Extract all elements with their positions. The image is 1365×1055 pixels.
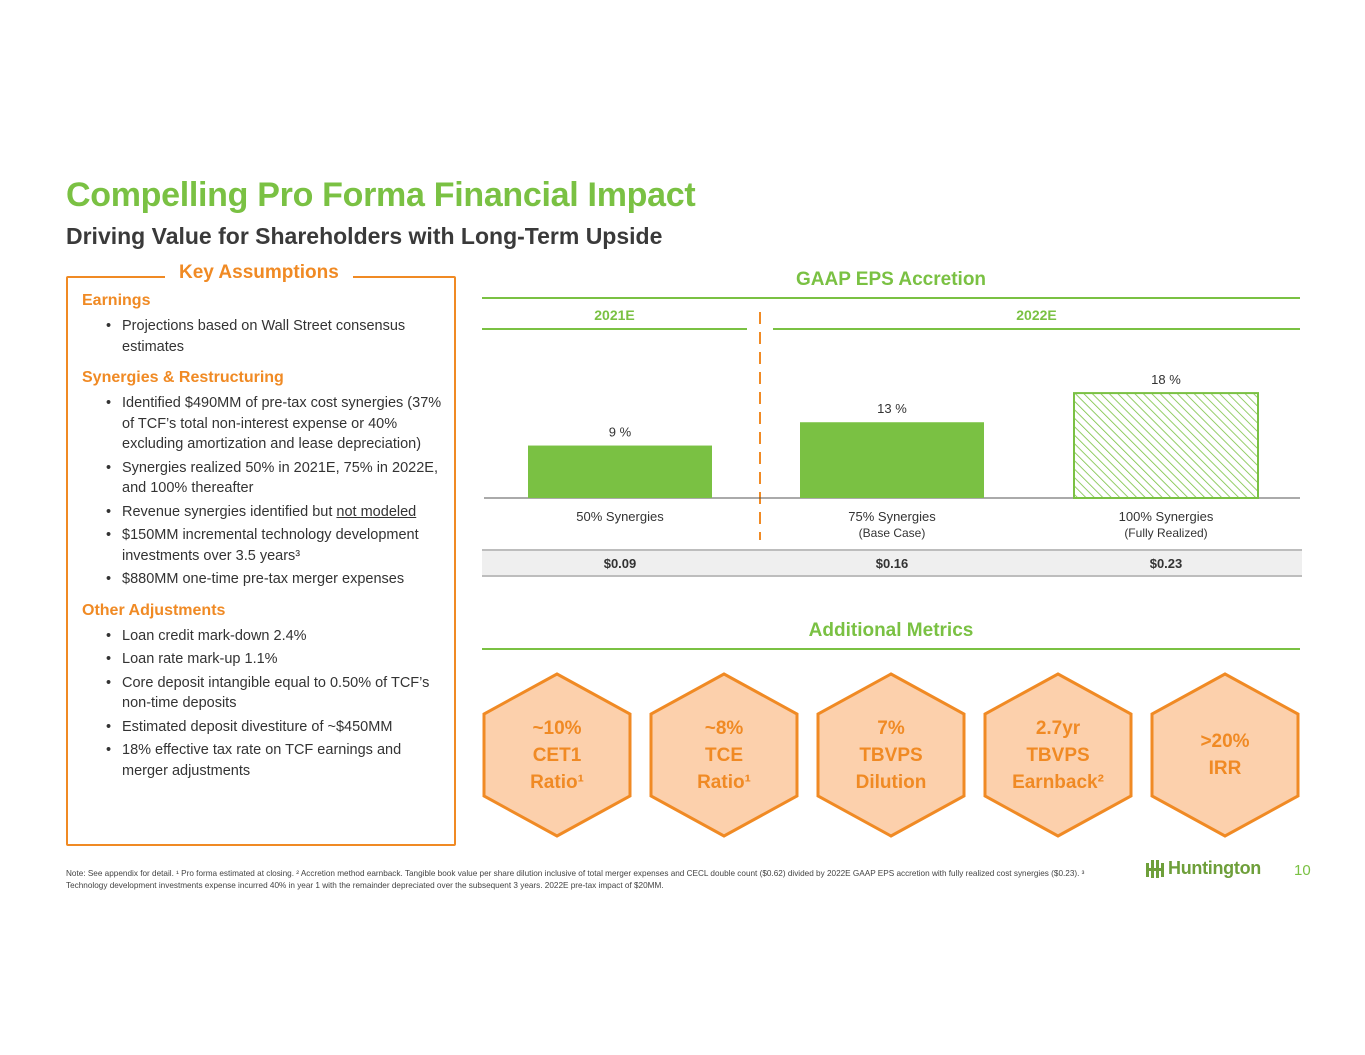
category-label: 50% Synergies	[576, 509, 664, 524]
metric-text: 7% TBVPS Dilution	[816, 672, 966, 838]
year-label-2022: 2022E	[1016, 307, 1057, 323]
metric-line: >20%	[1200, 731, 1250, 752]
hexagon-shape	[816, 672, 966, 838]
eps-chart-svg: 9 % 50% Synergies 13 % 75% Synergies (Base C…	[484, 312, 1300, 540]
metric-hexagon: ~8% TCE Ratio¹	[649, 672, 799, 838]
list-item: 18% effective tax rate on TCF earnings a…	[82, 740, 442, 781]
bar-3	[1073, 392, 1259, 499]
bar-value-label: 9 %	[609, 425, 632, 440]
metric-line: CET1	[532, 744, 582, 766]
additional-metrics-rule	[482, 648, 1300, 650]
metric-hexagon: ~10% CET1 Ratio¹	[482, 672, 632, 838]
category-sublabel: (Base Case)	[859, 526, 926, 540]
eps-dollar-value: $0.16	[875, 556, 909, 571]
section-heading-other: Other Adjustments	[82, 601, 226, 619]
hexagon-shape	[649, 672, 799, 838]
section-heading-synergies: Synergies & Restructuring	[82, 369, 284, 386]
metric-text: 2.7yr TBVPS Earnback²	[983, 672, 1133, 838]
year-rule-2022	[773, 328, 1300, 330]
metric-line: Ratio¹	[697, 771, 751, 793]
category-label: 100% Synergies	[1119, 509, 1214, 524]
category-label: 75% Synergies	[848, 509, 936, 524]
list-item: Estimated deposit divestiture of ~$450MM	[82, 717, 442, 738]
metric-text: >20% IRR	[1150, 672, 1300, 838]
key-assumptions-content: Earnings Projections based on Wall Stree…	[82, 290, 442, 791]
metric-line: 2.7yr	[1035, 717, 1081, 739]
page-subtitle: Driving Value for Shareholders with Long…	[66, 223, 663, 249]
bar-2	[800, 422, 984, 498]
section-heading-earnings: Earnings	[82, 292, 151, 309]
metric-line: 7%	[877, 717, 905, 739]
metric-line: ~8%	[704, 717, 744, 739]
list-item: Loan rate mark-up 1.1%	[82, 649, 442, 670]
eps-dollar-band: $0.09 $0.16 $0.23	[482, 549, 1302, 577]
bar-value-label: 18 %	[1151, 372, 1181, 387]
bar-1	[528, 445, 712, 498]
list-item: $880MM one-time pre-tax merger expenses	[82, 569, 442, 590]
other-adjustments-section: Other Adjustments Loan credit mark-down …	[82, 600, 442, 782]
metric-hexagon: 7% TBVPS Dilution	[816, 672, 966, 838]
eps-dollar-value: $0.23	[1149, 556, 1183, 571]
metric-line: Dilution	[855, 771, 927, 793]
list-item: Loan credit mark-down 2.4%	[82, 626, 442, 647]
list-item: Revenue synergies identified but not mod…	[82, 502, 442, 523]
underlined-text: not modeled	[336, 503, 417, 520]
huntington-logo: Huntington	[1146, 858, 1261, 879]
additional-metrics-title: Additional Metrics	[808, 620, 974, 641]
metric-text: ~8% TCE Ratio¹	[649, 672, 799, 838]
list-item: Identified $490MM of pre-tax cost synerg…	[82, 393, 442, 455]
bar-value-label: 13 %	[877, 401, 907, 416]
metric-hexagon: 2.7yr TBVPS Earnback²	[983, 672, 1133, 838]
metric-line: IRR	[1208, 758, 1242, 779]
eps-title: GAAP EPS Accretion	[795, 269, 987, 290]
hexagon-shape	[1150, 672, 1300, 838]
metric-line: Ratio¹	[530, 771, 584, 793]
year-rule-2021	[482, 328, 747, 330]
metric-line: TBVPS	[1026, 744, 1090, 766]
list-item: Synergies realized 50% in 2021E, 75% in …	[82, 458, 442, 499]
list-item: Core deposit intangible equal to 0.50% o…	[82, 673, 442, 714]
key-assumptions-title: Key Assumptions	[165, 262, 353, 284]
huntington-logo-icon	[1146, 859, 1164, 878]
list-item: Projections based on Wall Street consens…	[82, 316, 442, 357]
metric-text: ~10% CET1 Ratio¹	[482, 672, 632, 838]
metric-line: ~10%	[532, 717, 582, 739]
metric-line: Earnback²	[1012, 771, 1104, 793]
page-title: Compelling Pro Forma Financial Impact	[66, 176, 696, 214]
metric-hexagon: >20% IRR	[1150, 672, 1300, 838]
footnote: Note: See appendix for detail. ¹ Pro for…	[66, 869, 1085, 890]
huntington-logo-text: Huntington	[1168, 858, 1261, 878]
hexagon-shape	[983, 672, 1133, 838]
synergies-section: Synergies & Restructuring Identified $49…	[82, 367, 442, 590]
eps-chart: 9 % 50% Synergies 13 % 75% Synergies (Base C…	[482, 310, 1302, 580]
earnings-section: Earnings Projections based on Wall Stree…	[82, 290, 442, 357]
metric-line: TBVPS	[859, 744, 923, 766]
eps-dollar-value: $0.09	[603, 556, 637, 571]
eps-title-rule	[482, 297, 1300, 299]
list-item-text: Revenue synergies identified but	[122, 503, 337, 520]
hexagon-shape	[482, 672, 632, 838]
page-number: 10	[1294, 862, 1311, 879]
list-item: $150MM incremental technology developmen…	[82, 525, 442, 566]
metric-line: TCE	[705, 744, 743, 766]
year-label-2021: 2021E	[594, 307, 635, 323]
category-sublabel: (Fully Realized)	[1124, 526, 1207, 540]
